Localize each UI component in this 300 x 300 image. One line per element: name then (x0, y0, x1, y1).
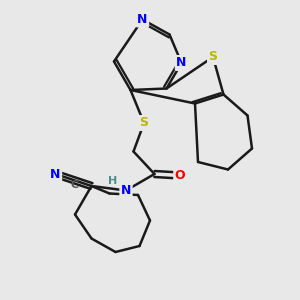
Text: C: C (71, 179, 79, 190)
Text: S: S (208, 50, 217, 64)
Text: N: N (137, 13, 148, 26)
Text: H: H (108, 176, 117, 187)
Text: N: N (121, 184, 131, 197)
Text: N: N (50, 167, 61, 181)
Text: S: S (140, 116, 148, 130)
Text: N: N (176, 56, 187, 70)
Text: O: O (175, 169, 185, 182)
